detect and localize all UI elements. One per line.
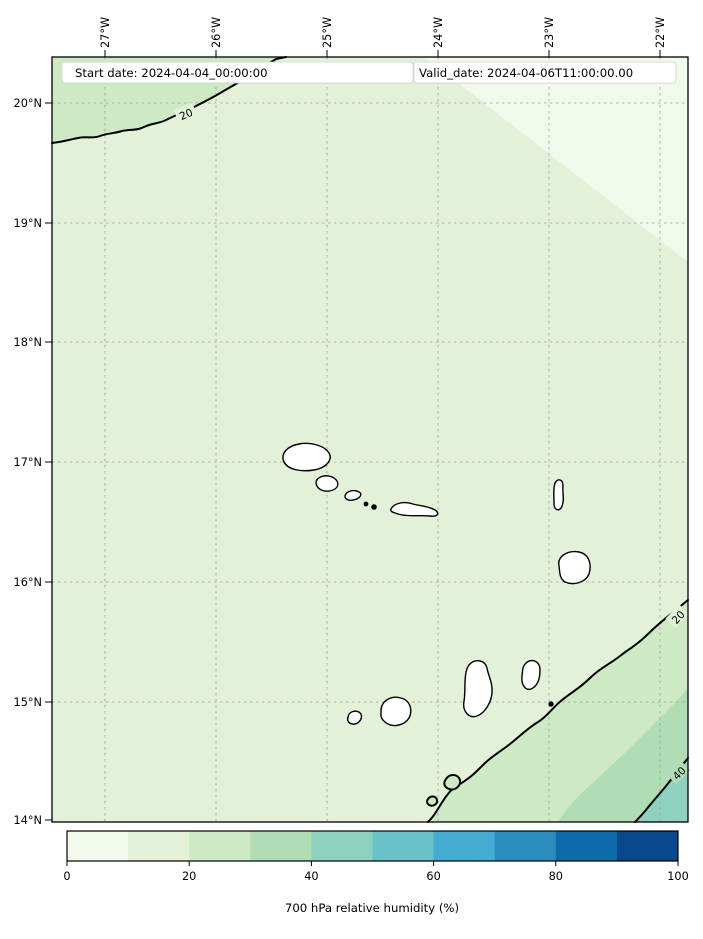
annotation-valid-date: Valid_date: 2024-04-06T11:00:00.00	[419, 66, 633, 80]
colorbar-segment	[189, 831, 251, 861]
x-tick-label-26w: 26°W	[210, 17, 223, 48]
colorbar-label: 700 hPa relative humidity (%)	[285, 901, 459, 915]
contour-line-20-se	[427, 599, 689, 823]
plot-frame	[51, 56, 689, 823]
island-santiago	[462, 660, 493, 718]
colorbar-segment	[128, 831, 190, 861]
contour-label-group: 20	[173, 102, 198, 124]
colorbar-segment	[433, 831, 496, 861]
y-tick-label-16n: 16°N	[14, 576, 42, 589]
coastlines	[282, 442, 591, 727]
annotation-box-start-date	[61, 61, 414, 84]
band-0-10-ne	[425, 57, 688, 262]
annotation-start-date: Start date: 2024-04-04_00:00:00	[75, 66, 268, 80]
y-tick-label-15n: 15°N	[14, 696, 42, 709]
colorbar-segment	[616, 831, 679, 861]
colorbar-segment	[311, 831, 373, 861]
x-tick-label-25w: 25°W	[321, 17, 334, 48]
y-tick-label-19n: 19°N	[14, 217, 42, 230]
colorbar-tick-labels: 0 20 40 60 80 100	[63, 870, 688, 883]
colorbar-segment	[372, 831, 435, 861]
axis-ticks	[45, 50, 661, 821]
colorbar-cells	[67, 831, 679, 861]
x-tick-label-24w: 24°W	[432, 17, 445, 48]
humidity-fill-bands	[52, 57, 688, 822]
contour-label-halo	[173, 102, 198, 124]
y-axis-tick-labels: 20°N 19°N 18°N 17°N 16°N 15°N 14°N	[14, 97, 42, 827]
island-santo-antao	[282, 442, 331, 472]
contour-lines	[51, 56, 689, 823]
colorbar-tick-40: 40	[304, 870, 318, 883]
colorbar-tick-20: 20	[182, 870, 196, 883]
contour-label: 20	[178, 107, 195, 123]
band-40-50-se	[635, 758, 688, 822]
graticule	[52, 57, 688, 822]
island-boa-vista	[558, 550, 591, 585]
y-tick-label-18n: 18°N	[14, 336, 42, 349]
y-tick-label-14n: 14°N	[14, 814, 42, 827]
colorbar-tick-100: 100	[667, 870, 689, 883]
x-axis-tick-labels: 27°W 26°W 25°W 24°W 23°W 22°W	[99, 17, 667, 48]
colorbar-segment	[555, 831, 618, 861]
colorbar-ticks	[66, 861, 679, 866]
islet-raso	[371, 504, 377, 510]
x-tick-label-23w: 23°W	[543, 17, 556, 48]
colorbar-tick-80: 80	[549, 870, 563, 883]
colorbar-segment	[494, 831, 557, 861]
y-tick-label-20n: 20°N	[14, 97, 42, 110]
annotation-box-valid-date	[413, 61, 677, 84]
islet-dot	[548, 701, 554, 707]
contour-label-halo	[665, 604, 690, 629]
x-tick-label-27w: 27°W	[99, 17, 112, 48]
contour-closed-loop	[443, 774, 462, 791]
island-maio	[521, 659, 541, 691]
colorbar: 0 20 40 60 80 100 700 hPa relative humid…	[63, 830, 689, 915]
island-brava	[346, 710, 363, 725]
colorbar-tick-0: 0	[63, 870, 70, 883]
y-tick-label-17n: 17°N	[14, 456, 42, 469]
contour-closed-loop-small	[425, 795, 439, 807]
colorbar-tick-60: 60	[426, 870, 440, 883]
island-santa-luzia	[344, 489, 362, 501]
colorbar-frame	[66, 830, 679, 862]
x-tick-label-22w: 22°W	[654, 17, 667, 48]
island-sao-nicolau	[390, 501, 439, 517]
island-sao-vicente	[315, 475, 339, 492]
island-sal	[553, 479, 565, 511]
contour-label-halo	[666, 760, 691, 785]
colorbar-segment	[250, 831, 312, 861]
islet-branco	[363, 501, 369, 507]
island-fogo	[380, 696, 412, 727]
band-30-40-se	[558, 688, 688, 822]
annotation-bar: Start date: 2024-04-04_00:00:00 Valid_da…	[61, 61, 677, 84]
colorbar-segment	[67, 831, 129, 861]
